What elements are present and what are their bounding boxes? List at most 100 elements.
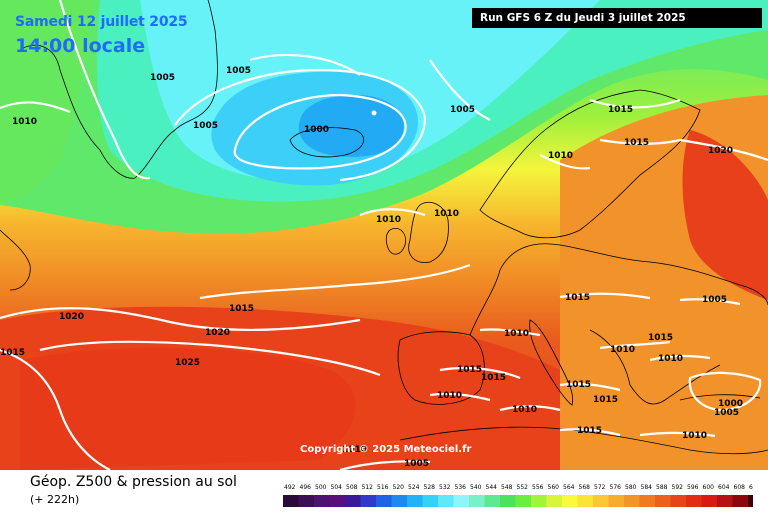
legend-label: 512 xyxy=(362,484,374,490)
isobar-1005-mid xyxy=(429,59,491,121)
isobar-1010-balkan xyxy=(599,340,671,350)
isobar-1015-central xyxy=(559,292,651,300)
legend-label: 612 xyxy=(749,484,753,490)
isobar-label: 1010 xyxy=(548,151,573,161)
legend-label: 588 xyxy=(656,484,668,490)
isobar-1005-iceland xyxy=(174,68,427,182)
isobar-label: 1020 xyxy=(59,312,84,322)
legend-label: 596 xyxy=(687,484,699,490)
isobar-label: 1015 xyxy=(0,348,25,358)
legend-swatch xyxy=(484,495,500,507)
legend-label: 604 xyxy=(718,484,730,490)
isobar-1015-italy xyxy=(559,382,621,392)
isobar-label: 1010 xyxy=(342,445,367,455)
isobar-label: 1010 xyxy=(376,215,401,225)
model-run-badge: Run GFS 6 Z du Jeudi 3 juillet 2025 xyxy=(472,8,762,28)
legend-swatch xyxy=(515,495,531,507)
isobar-label: 1015 xyxy=(593,395,618,405)
legend-label: 564 xyxy=(563,484,575,490)
isobar-label: 1015 xyxy=(648,333,673,343)
isobar-1010-uk xyxy=(359,208,426,217)
legend-swatch xyxy=(732,495,748,507)
legend-label: 572 xyxy=(594,484,606,490)
isobar-1025-azores xyxy=(39,340,381,377)
coastlines xyxy=(0,0,768,455)
isobar-label: 1000 xyxy=(718,399,743,409)
isobar-1005-south xyxy=(339,460,431,470)
isobar-1015-atlantic xyxy=(199,263,471,300)
british-isles-coast xyxy=(408,201,449,263)
isobar-1010-france xyxy=(479,328,541,337)
newfoundland-coast xyxy=(0,229,31,291)
isobar-label: 1010 xyxy=(12,117,37,127)
legend-swatch xyxy=(701,495,717,507)
legend-swatch xyxy=(407,495,423,507)
mainland-europe-coast xyxy=(469,243,768,336)
legend-swatch xyxy=(593,495,609,507)
isobar-1005-greenland-west xyxy=(0,101,71,114)
legend-swatch xyxy=(391,495,407,507)
isobar-label: 1020 xyxy=(205,328,230,338)
isobar-label: 1005 xyxy=(150,73,175,83)
shading-band-blue xyxy=(298,95,404,157)
isobar-label: 1015 xyxy=(566,380,591,390)
isobar-label: 1020 xyxy=(708,146,733,156)
legend-swatch xyxy=(469,495,485,507)
legend-label: 516 xyxy=(377,484,389,490)
legend-swatch xyxy=(329,495,345,507)
legend-swatch xyxy=(717,495,733,507)
isobar-1015-med xyxy=(439,366,521,380)
legend-swatch xyxy=(624,495,640,507)
forecast-date: Samedi 12 juillet 2025 xyxy=(15,14,188,30)
iberia-coast xyxy=(397,331,485,405)
legend-swatch xyxy=(639,495,655,507)
legend-swatch xyxy=(376,495,392,507)
legend-swatch xyxy=(314,495,330,507)
legend-swatch xyxy=(298,495,314,507)
greenland-coast xyxy=(19,0,218,179)
legend-swatch xyxy=(562,495,578,507)
isobar-1015-west xyxy=(0,348,111,470)
legend-label: 552 xyxy=(517,484,529,490)
isobar-labels: 1005 1010 1005 1005 1000 1005 1015 1015 … xyxy=(0,66,743,469)
legend-label: 496 xyxy=(300,484,312,490)
isobar-1005-black-sea xyxy=(649,354,711,362)
isobar-label: 1005 xyxy=(226,66,251,76)
iceland-coast xyxy=(289,127,365,158)
shading-green-left xyxy=(0,0,95,205)
legend-swatch xyxy=(438,495,454,507)
isobar-label: 1005 xyxy=(404,459,429,469)
legend-swatch xyxy=(686,495,702,507)
legend-label: 556 xyxy=(532,484,544,490)
legend-swatch xyxy=(500,495,516,507)
legend-swatch xyxy=(345,495,361,507)
isobar-1000-turkey xyxy=(688,371,762,412)
isobar-1005-north xyxy=(249,53,361,76)
legend-label: 608 xyxy=(734,484,746,490)
legend-label: 580 xyxy=(625,484,637,490)
legend-swatch xyxy=(360,495,376,507)
isobar-label: 1015 xyxy=(457,365,482,375)
isobar-label: 1015 xyxy=(229,304,254,314)
isobar-label: 1025 xyxy=(175,358,200,368)
isobar-label: 1010 xyxy=(512,405,537,415)
balkans-coast xyxy=(589,329,721,405)
isobar-label: 1005 xyxy=(714,408,739,418)
isobar-label: 1010 xyxy=(658,354,683,364)
legend-label: 500 xyxy=(315,484,327,490)
legend-label: 576 xyxy=(610,484,622,490)
isobar-label: 1015 xyxy=(624,138,649,148)
legend-label: 508 xyxy=(346,484,358,490)
forecast-lead-time: (+ 222h) xyxy=(30,493,80,506)
legend-label: 528 xyxy=(424,484,436,490)
isobar-label: 1010 xyxy=(437,391,462,401)
geopotential-map: 1005 1010 1005 1005 1000 1005 1015 1015 … xyxy=(0,0,768,470)
color-scale-legend xyxy=(283,495,753,507)
legend-label: 568 xyxy=(579,484,591,490)
isobar-label: 1015 xyxy=(565,293,590,303)
low-pressure-center-icon xyxy=(371,110,377,116)
shading-red-east xyxy=(682,130,768,300)
legend-swatch xyxy=(453,495,469,507)
legend-label: 520 xyxy=(393,484,405,490)
